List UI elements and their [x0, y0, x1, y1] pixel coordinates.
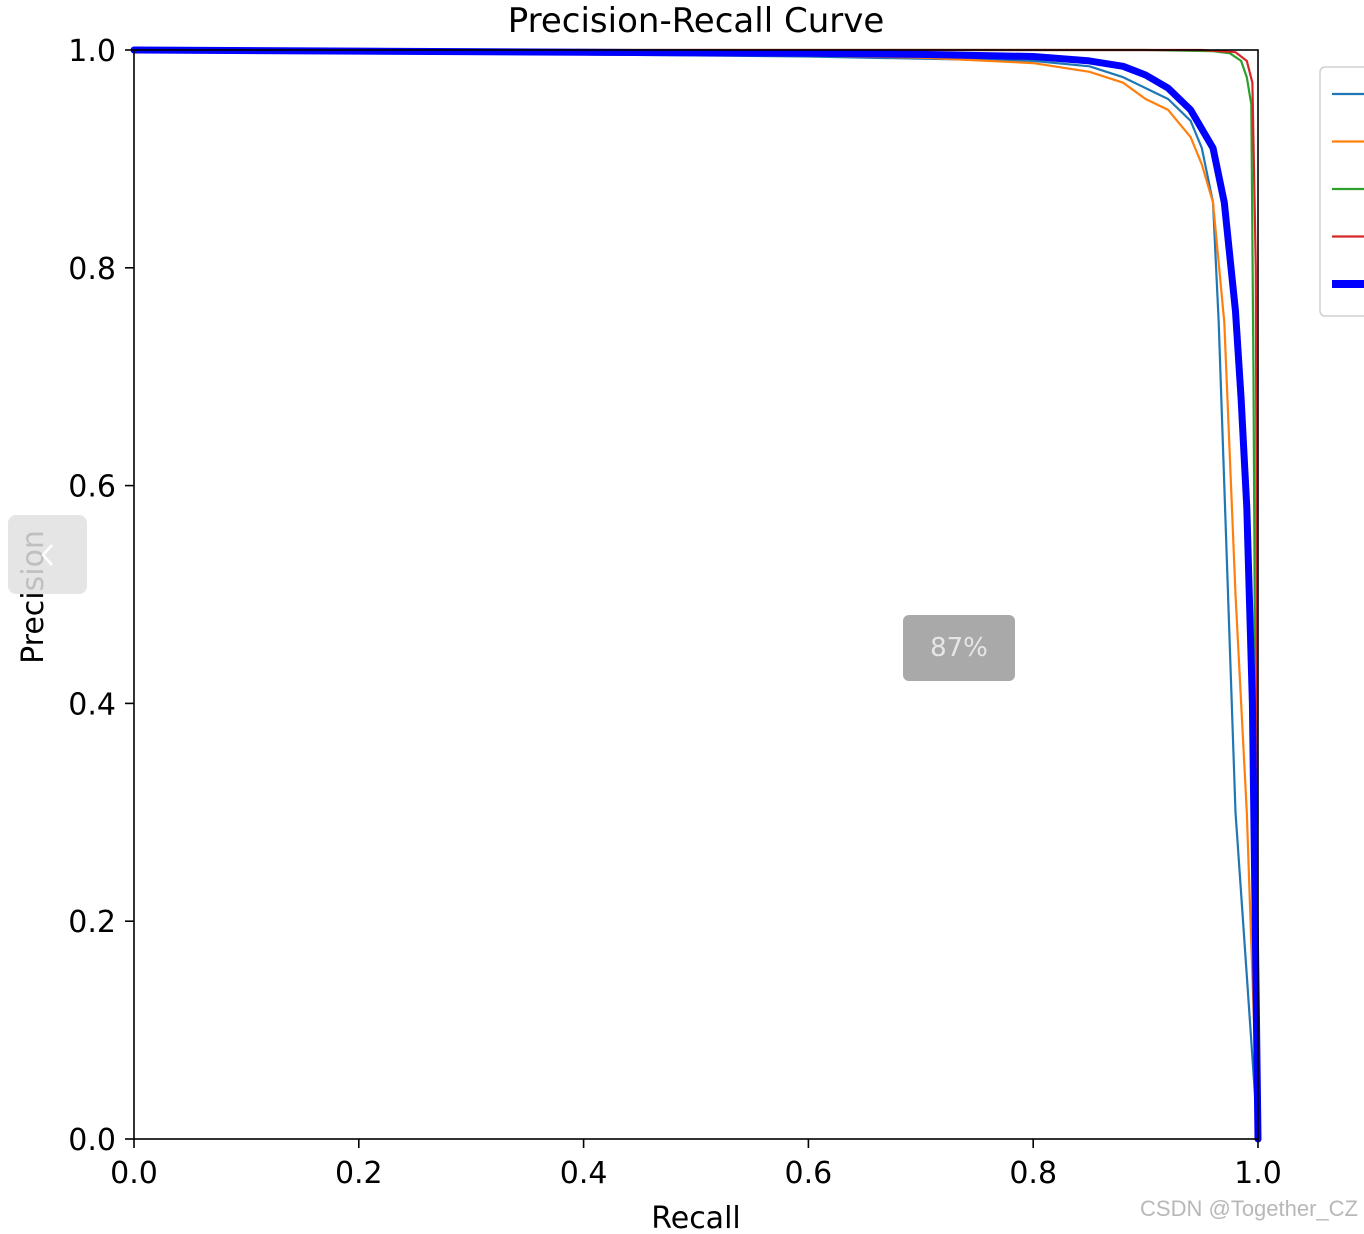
series-line-5: [130, 46, 1262, 1143]
chart-title: Precision-Recall Curve: [508, 1, 885, 41]
plot-frame: [133, 49, 1259, 1140]
zoom-level-badge: 87%: [903, 615, 1015, 681]
x-axis-label: Recall: [651, 1201, 741, 1234]
x-tick-label: 0.8: [1009, 1156, 1057, 1191]
y-tick-label: 0.0: [68, 1123, 116, 1158]
x-tick-label: 0.6: [785, 1156, 833, 1191]
ticks-layer: 0.0 0.2 0.4 0.6 0.8 1.0 0.0 0.2 0.4 0.6 0.8 1.0: [68, 34, 1282, 1191]
y-tick-label: 0.2: [68, 905, 116, 940]
x-tick-label: 1.0: [1234, 1156, 1282, 1191]
x-tick-label: 0.2: [335, 1156, 383, 1191]
y-tick-label: 1.0: [68, 34, 116, 69]
x-tick-label: 0.4: [560, 1156, 608, 1191]
plot-area: [134, 50, 1258, 1139]
y-tick-label: 0.8: [68, 252, 116, 287]
watermark: CSDN @Together_CZ: [1140, 1196, 1358, 1221]
legend-box: [1319, 66, 1364, 317]
y-tick-label: 0.4: [68, 687, 116, 722]
previous-image-button[interactable]: [8, 515, 87, 594]
chevron-left-icon: [40, 543, 53, 566]
y-tick-label: 0.6: [68, 470, 116, 505]
legend-lines: [1332, 92, 1364, 288]
x-tick-label: 0.0: [110, 1156, 158, 1191]
legend: [1319, 66, 1364, 317]
